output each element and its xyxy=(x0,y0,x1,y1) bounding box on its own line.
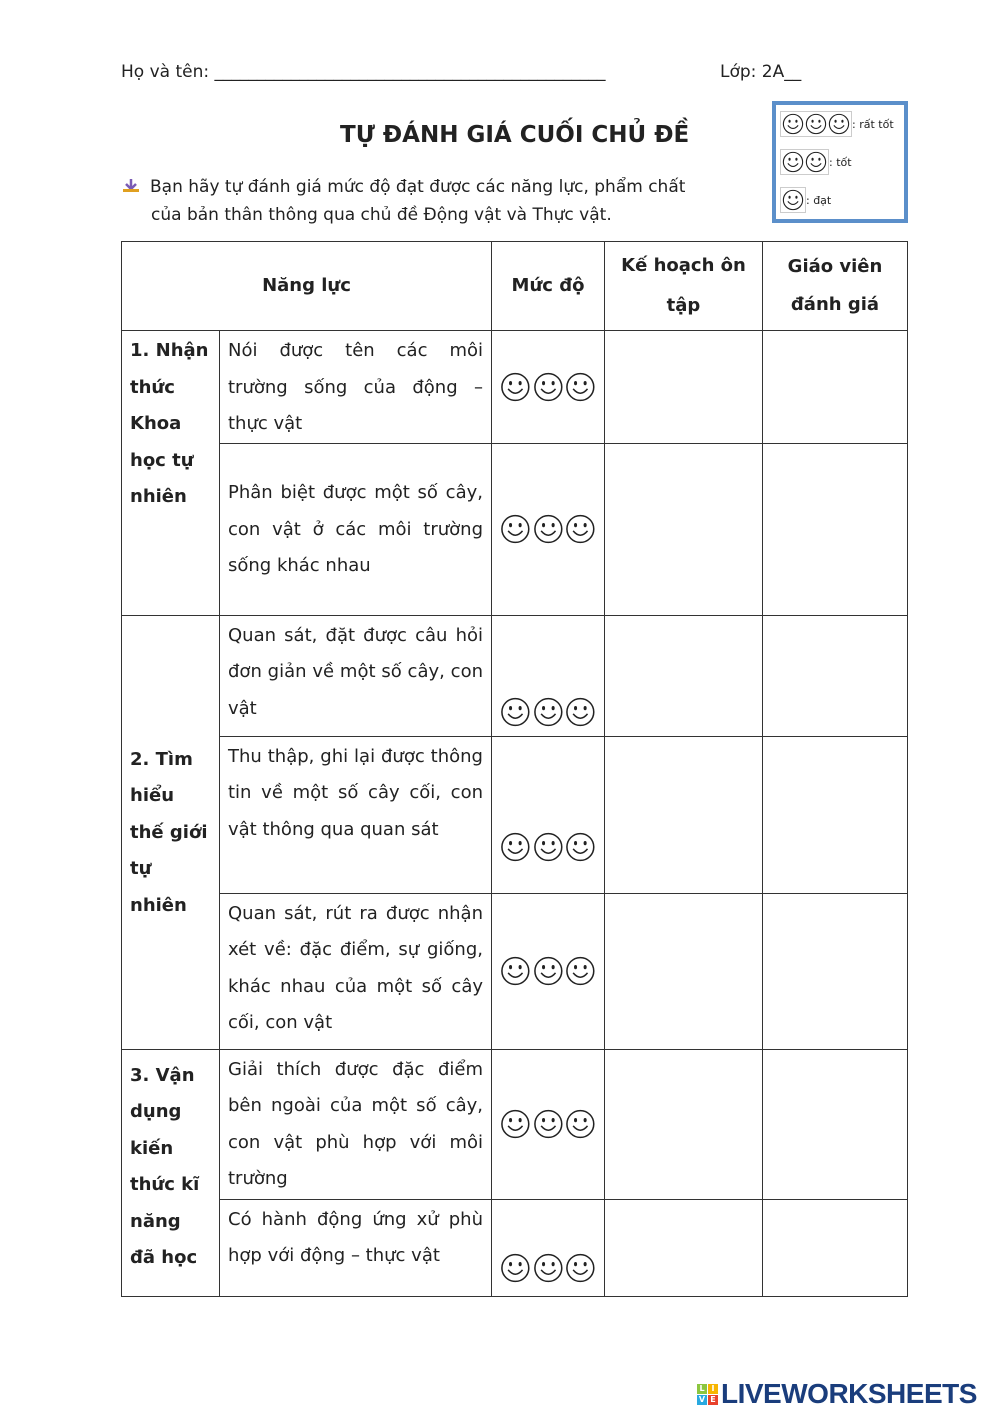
table-row: 1. Nhận thức Khoa học tự nhiên Nói được … xyxy=(121,330,908,616)
header-review-plan: Kế hoạch ôn tập xyxy=(604,241,763,331)
competency-cell: Quan sát, đặt được câu hỏi đơn giản về m… xyxy=(219,614,492,737)
level-cell[interactable] xyxy=(491,1198,605,1297)
class-field[interactable]: Lớp: 2A__ xyxy=(720,62,802,82)
smiley-icon xyxy=(805,151,827,173)
teacher-eval-cell[interactable] xyxy=(762,1048,908,1200)
smiley-icon xyxy=(501,514,530,544)
table-row: 2. Tìm hiểu thế giới tự nhiên Quan sát, … xyxy=(121,614,908,1050)
legend-label: : đạt xyxy=(806,193,832,207)
smiley-icon xyxy=(566,832,595,861)
teacher-eval-cell[interactable] xyxy=(762,892,908,1050)
header-teacher-eval: Giáo viên đánh giá xyxy=(762,241,908,331)
smiley-icon xyxy=(566,514,595,544)
smiley-icon xyxy=(566,372,595,401)
header-row: Năng lực Mức độ Kế hoạch ôn tập Giáo viê… xyxy=(121,241,908,331)
competency-cell: Nói được tên các môi trường sống của độn… xyxy=(219,330,492,444)
review-plan-cell[interactable] xyxy=(604,442,763,616)
category-cell: 3. Vận dụng kiến thức kĩ năng đã học xyxy=(121,1048,220,1297)
level-cell[interactable] xyxy=(491,1048,605,1200)
smiley-icon xyxy=(566,956,595,986)
smiley-icon xyxy=(805,113,827,135)
smiley-icon xyxy=(533,956,563,986)
student-name-field[interactable]: Họ và tên: _____________________________… xyxy=(121,62,606,82)
smiley-icon xyxy=(782,113,804,135)
smiley-icon xyxy=(501,1253,530,1282)
table-row: 3. Vận dụng kiến thức kĩ năng đã học Giả… xyxy=(121,1048,908,1297)
level-cell[interactable] xyxy=(491,442,605,616)
category-cell: 2. Tìm hiểu thế giới tự nhiên xyxy=(121,614,220,1050)
category-cell: 1. Nhận thức Khoa học tự nhiên xyxy=(121,330,220,616)
review-plan-cell[interactable] xyxy=(604,1198,763,1297)
competency-cell: Phân biệt được một số cây, con vật ở các… xyxy=(219,442,492,616)
review-plan-cell[interactable] xyxy=(604,735,763,894)
smiley-icon xyxy=(501,697,530,726)
header-competency: Năng lực xyxy=(121,241,492,331)
instructions-line-2: của bản thân thông qua chủ đề Động vật v… xyxy=(151,205,612,225)
teacher-eval-cell[interactable] xyxy=(762,1198,908,1297)
page-title: TỰ ĐÁNH GIÁ CUỐI CHỦ ĐỀ xyxy=(340,122,690,148)
smiley-icon xyxy=(828,113,850,135)
table-row: Quan sát, rút ra được nhận xét về: đặc đ… xyxy=(122,892,908,1050)
legend-pass: : đạt xyxy=(780,187,831,213)
smiley-icon xyxy=(533,832,563,861)
smiley-icon xyxy=(533,1253,563,1282)
competency-cell: Thu thập, ghi lại được thông tin về một … xyxy=(219,735,492,894)
watermark-text: LIVEWORKSHEETS xyxy=(721,1378,977,1409)
competency-cell: Giải thích được đặc điểm bên ngoài của m… xyxy=(219,1048,492,1200)
smiley-icon xyxy=(501,832,530,861)
level-cell[interactable] xyxy=(491,892,605,1050)
smiley-icon xyxy=(782,151,804,173)
arrow-bullet-icon xyxy=(123,179,139,192)
smiley-icon xyxy=(533,697,563,726)
review-plan-cell[interactable] xyxy=(604,614,763,737)
legend-label: : rất tốt xyxy=(852,117,894,131)
smiley-icon xyxy=(782,189,804,211)
instructions: Bạn hãy tự đánh giá mức độ đạt được các … xyxy=(122,173,732,229)
table-row: Phân biệt được một số cây, con vật ở các… xyxy=(122,442,908,616)
smiley-icon xyxy=(566,1253,595,1282)
smiley-icon xyxy=(533,514,563,544)
header-level: Mức độ xyxy=(491,241,605,331)
table-row: Có hành động ứng xử phù hợp với động – t… xyxy=(122,1198,908,1297)
smiley-icon xyxy=(501,956,530,986)
level-cell[interactable] xyxy=(491,735,605,894)
teacher-eval-cell[interactable] xyxy=(762,614,908,737)
teacher-eval-cell[interactable] xyxy=(762,735,908,894)
smiley-icon xyxy=(566,697,595,726)
legend-label: : tốt xyxy=(829,155,852,169)
competency-cell: Có hành động ứng xử phù hợp với động – t… xyxy=(219,1198,492,1297)
teacher-eval-cell[interactable] xyxy=(762,330,908,444)
review-plan-cell[interactable] xyxy=(604,1048,763,1200)
review-plan-cell[interactable] xyxy=(604,892,763,1050)
level-cell[interactable] xyxy=(491,330,605,444)
self-assessment-table: Năng lực Mức độ Kế hoạch ôn tập Giáo viê… xyxy=(121,241,908,1297)
instructions-line-1: Bạn hãy tự đánh giá mức độ đạt được các … xyxy=(150,177,686,197)
competency-cell: Quan sát, rút ra được nhận xét về: đặc đ… xyxy=(219,892,492,1050)
table-row: Thu thập, ghi lại được thông tin về một … xyxy=(122,735,908,894)
teacher-eval-cell[interactable] xyxy=(762,442,908,616)
smiley-icon xyxy=(533,372,563,401)
smiley-icon xyxy=(501,372,530,401)
smiley-icon xyxy=(566,1109,595,1139)
rating-legend: : rất tốt : tốt : đạt xyxy=(772,101,908,223)
legend-good: : tốt xyxy=(780,149,852,175)
smiley-icon xyxy=(501,1109,530,1139)
legend-very-good: : rất tốt xyxy=(780,111,894,137)
smiley-icon xyxy=(533,1109,563,1139)
level-cell[interactable] xyxy=(491,614,605,737)
review-plan-cell[interactable] xyxy=(604,330,763,444)
